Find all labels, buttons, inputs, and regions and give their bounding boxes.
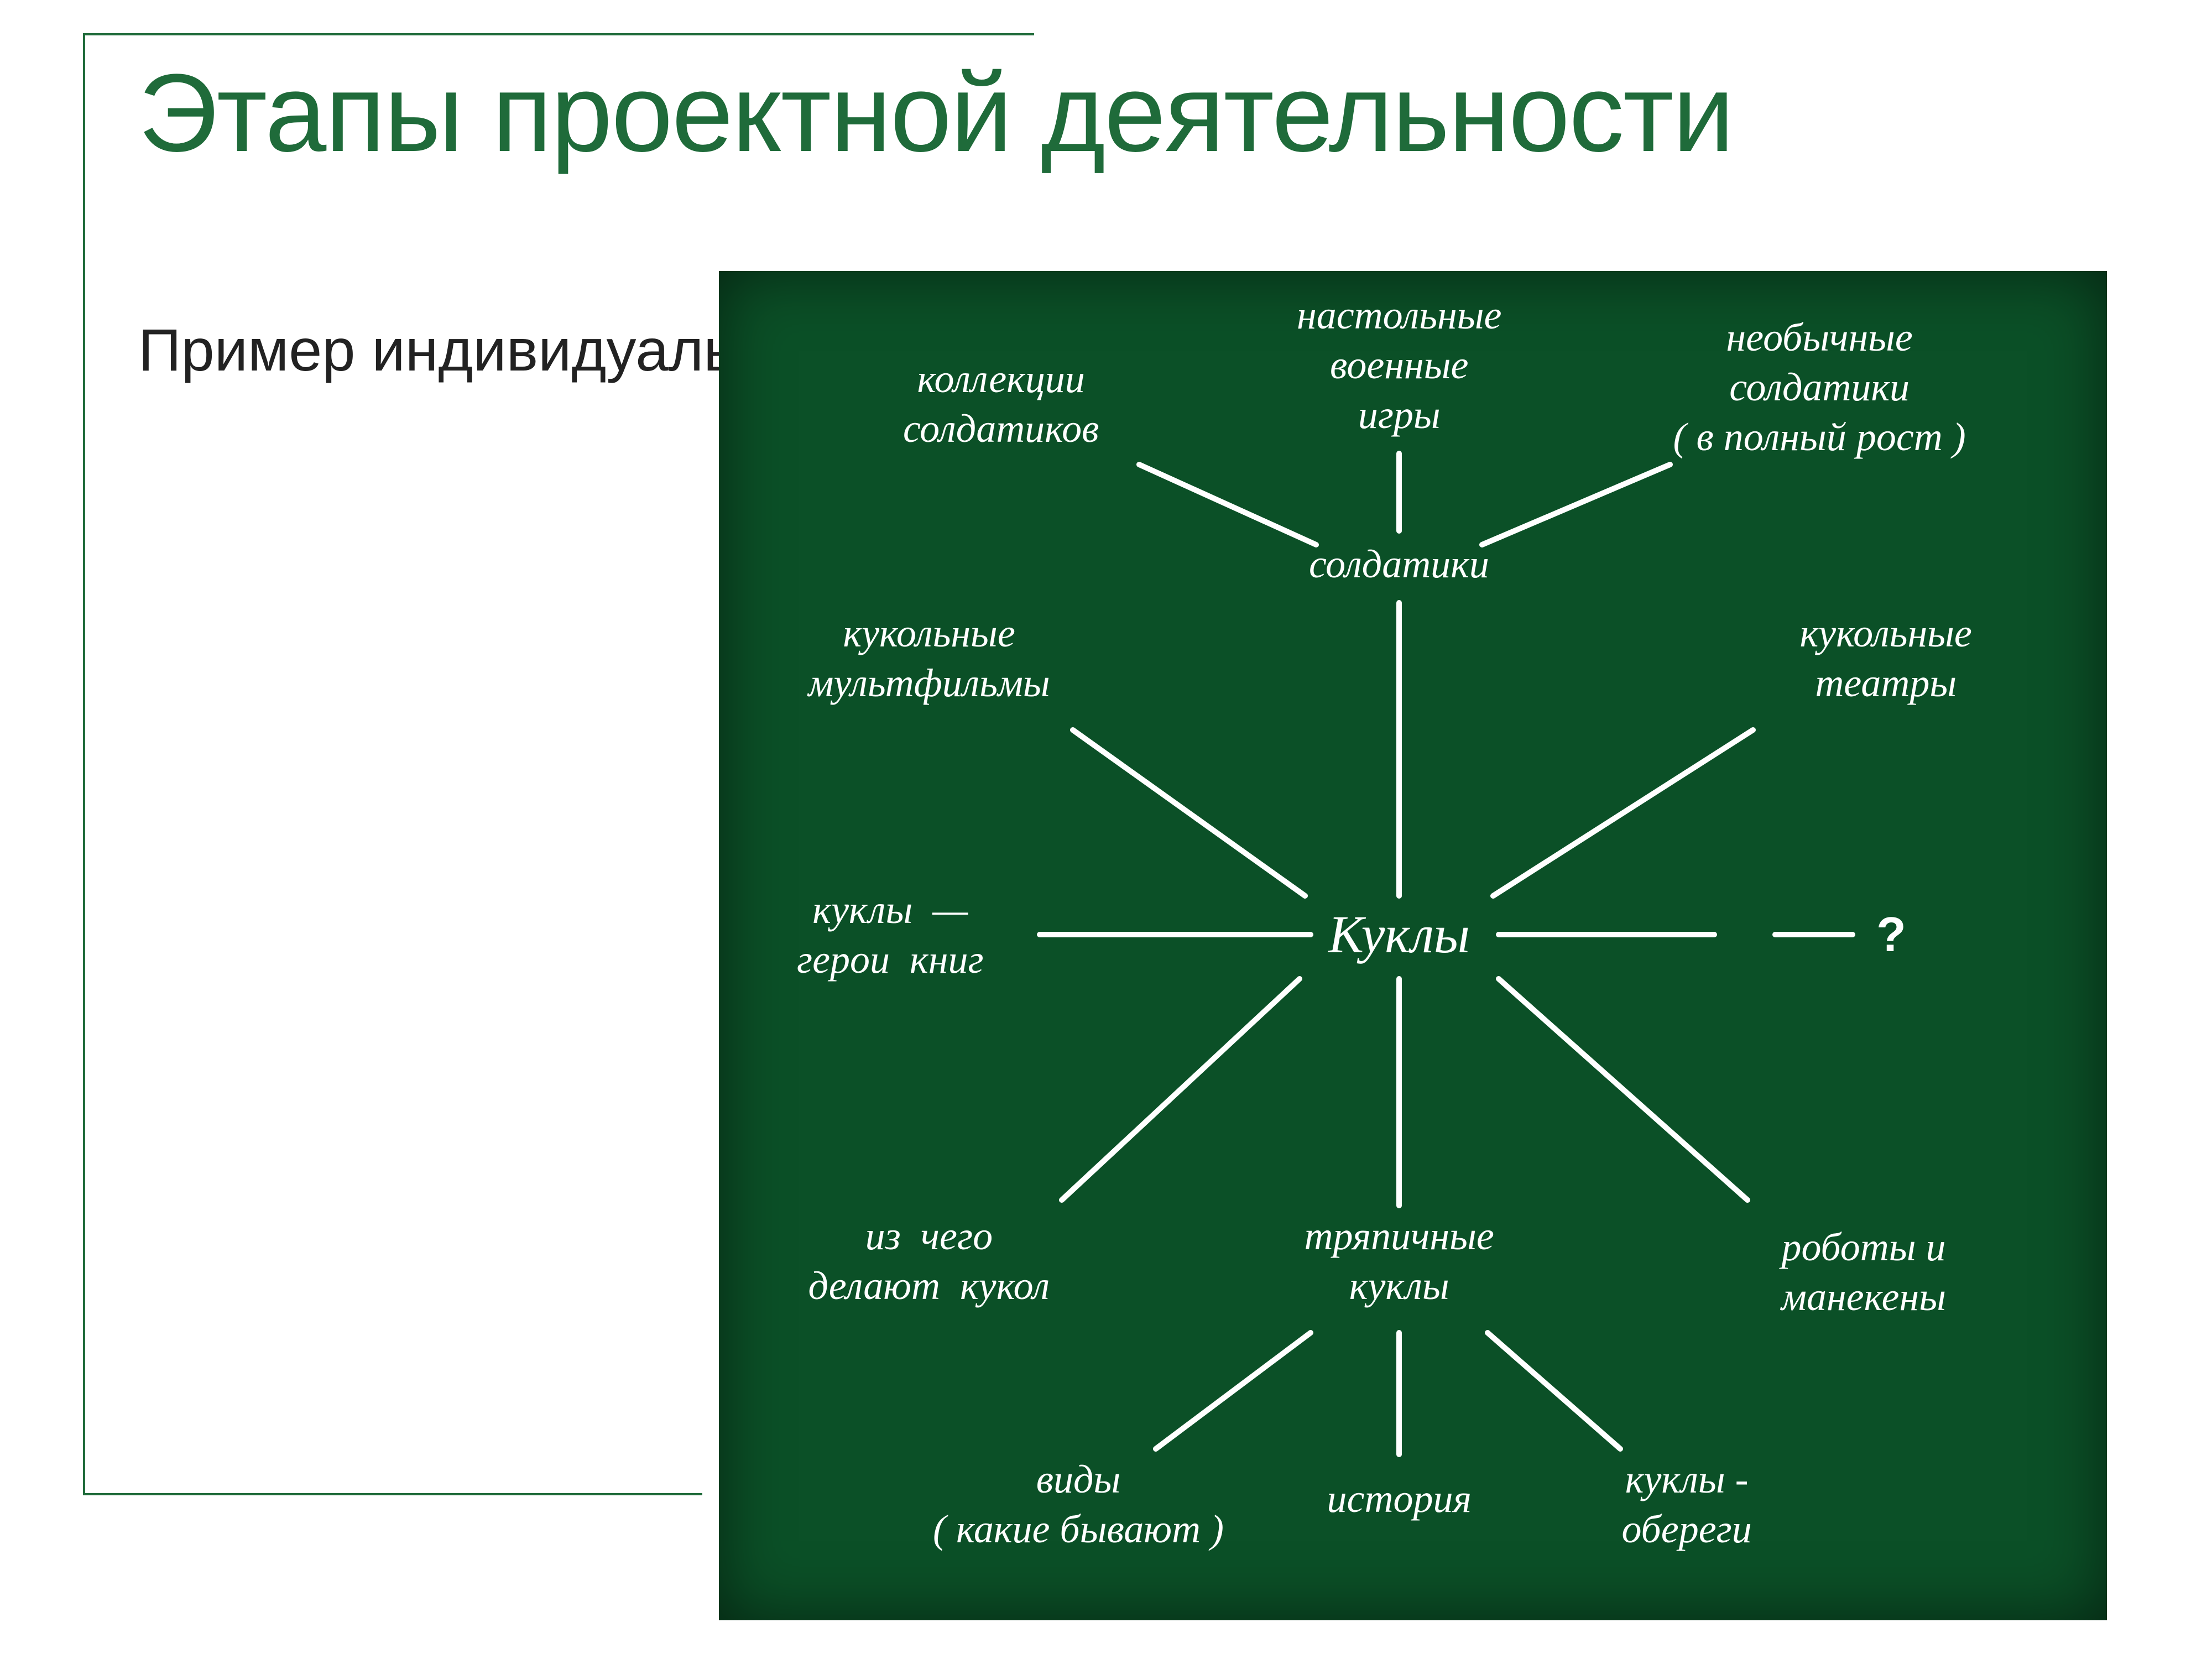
mindmap-edge xyxy=(1062,979,1300,1200)
mindmap-edge xyxy=(1073,730,1305,896)
frame-border-left xyxy=(83,33,85,1493)
mindmap-node-history: история xyxy=(1327,1474,1472,1524)
mindmap-node-book_heroes: куклы — герои книг xyxy=(797,885,984,984)
mindmap-node-amulet: куклы - обереги xyxy=(1622,1454,1752,1554)
mindmap-edge xyxy=(1493,730,1753,896)
slide-title: Этапы проектной деятельности xyxy=(138,50,1733,177)
mindmap-node-board_war: настольные военные игры xyxy=(1297,290,1501,440)
mindmap-center: Куклы xyxy=(1328,901,1470,968)
mindmap-node-kinds: виды ( какие бывают ) xyxy=(933,1454,1224,1554)
mindmap-node-soldatiki: солдатики xyxy=(1309,539,1489,589)
mindmap-edge xyxy=(1482,465,1670,545)
mindmap-node-robots: роботы и манекены xyxy=(1781,1222,1946,1322)
mindmap-edge xyxy=(1488,1333,1620,1449)
mindmap-node-unusual: необычные солдатики ( в полный рост ) xyxy=(1673,312,1966,462)
mindmap-node-rag_dolls: тряпичные куклы xyxy=(1305,1211,1494,1311)
mindmap-edge xyxy=(1139,465,1316,545)
frame-border-top xyxy=(83,33,1034,35)
mindmap-node-collections: коллекции солдатиков xyxy=(903,354,1099,453)
mindmap-node-materials: из чего делают кукол xyxy=(808,1211,1050,1311)
mindmap-node-question: ? xyxy=(1876,904,1906,965)
mindmap-node-cartoons: кукольные мультфильмы xyxy=(808,608,1050,708)
mindmap-chalkboard: Куклы солдатики коллекции солдатиков настол… xyxy=(719,271,2107,1620)
slide: Этапы проектной деятельности Пример инди… xyxy=(0,0,2212,1659)
mindmap-node-theaters: кукольные театры xyxy=(1800,608,1972,708)
mindmap-edge xyxy=(1156,1333,1311,1449)
frame-border-bottom xyxy=(83,1493,702,1495)
mindmap-edge xyxy=(1499,979,1747,1200)
